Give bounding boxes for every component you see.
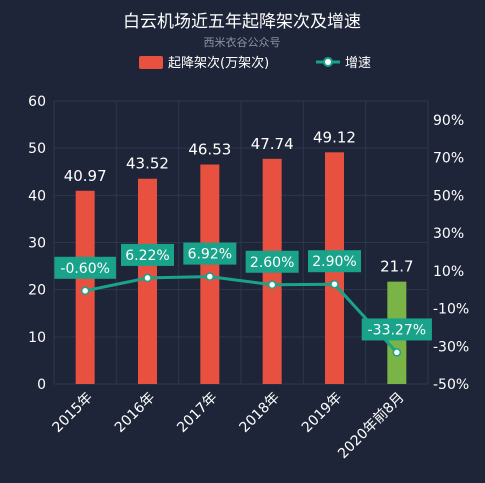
growth-label-box <box>245 250 299 273</box>
growth-label-box <box>54 256 116 279</box>
y-left-tick-label: 0 <box>37 377 46 393</box>
y-left-tick-label: 30 <box>28 236 46 252</box>
y-left-tick-label: 10 <box>28 330 46 346</box>
growth-line-point <box>80 286 90 296</box>
growth-line-point <box>143 273 152 283</box>
growth-label-box <box>308 250 361 273</box>
y-left-tick-label: 60 <box>28 94 46 110</box>
growth-value-label: 6.92% <box>188 247 232 263</box>
growth-line-point <box>392 348 402 357</box>
bar-value-label: 49.12 <box>313 128 356 146</box>
legend: 起降架次(万架次) 增速 <box>139 55 371 71</box>
y-right-tick-label: -30% <box>433 339 469 355</box>
growth-line-point <box>267 280 277 290</box>
growth-line-point <box>330 279 339 289</box>
grid <box>53 100 429 385</box>
legend-bar-swatch <box>139 56 163 69</box>
x-tick-label: 2017年 <box>174 390 220 436</box>
x-tick-label: 2015年 <box>50 390 96 436</box>
y-left-tick-label: 50 <box>28 141 46 157</box>
bar-value-label: 40.97 <box>64 167 107 185</box>
data-labels: 40.97 43.52 46.53 47.74 49.12 21.7 -0.60% 6.22%… <box>54 128 432 341</box>
chart-subtitle: 西米衣谷公众号 <box>204 35 281 49</box>
growth-line-point <box>205 272 215 281</box>
growth-value-label: 2.60% <box>250 255 294 271</box>
y-right-tick-label: 10% <box>433 264 464 280</box>
y-left-tick-label: 20 <box>28 283 46 299</box>
growth-value-label: 2.90% <box>312 254 356 270</box>
growth-value-label: 6.22% <box>125 248 169 264</box>
growth-line <box>80 272 402 357</box>
y-right-tick-label: 30% <box>433 226 464 242</box>
bar-value-label: 21.7 <box>380 258 413 276</box>
y-right-tick-label: -10% <box>433 302 469 318</box>
growth-value-label: -0.60% <box>60 261 110 277</box>
x-tick-label: 2018年 <box>237 390 283 436</box>
growth-label-box <box>183 242 237 265</box>
chart-title: 白云机场近五年起降架次及增速 <box>123 12 361 32</box>
legend-bar-label: 起降架次(万架次) <box>168 55 269 71</box>
growth-label-box <box>121 243 174 266</box>
legend-line-marker <box>323 57 333 67</box>
bar-value-label: 46.53 <box>188 141 231 159</box>
growth-label-box <box>361 318 432 341</box>
bar-value-label: 43.52 <box>126 155 169 173</box>
y-left-tick-label: 40 <box>28 188 46 204</box>
x-tick-label: 2016年 <box>112 390 158 436</box>
legend-line-label: 增速 <box>345 56 371 71</box>
y-right-tick-label: 70% <box>433 151 464 167</box>
y-right-tick-label: -50% <box>433 377 469 393</box>
y-right-tick-label: 90% <box>433 113 464 129</box>
growth-line-path <box>84 275 398 354</box>
y-right-tick-label: 50% <box>433 188 464 204</box>
x-tick-label: 2019年 <box>299 390 345 436</box>
x-tick-label: 2020年前8月 <box>334 389 407 462</box>
bar-value-label: 47.74 <box>251 135 294 153</box>
growth-value-label: -33.27% <box>368 322 426 338</box>
